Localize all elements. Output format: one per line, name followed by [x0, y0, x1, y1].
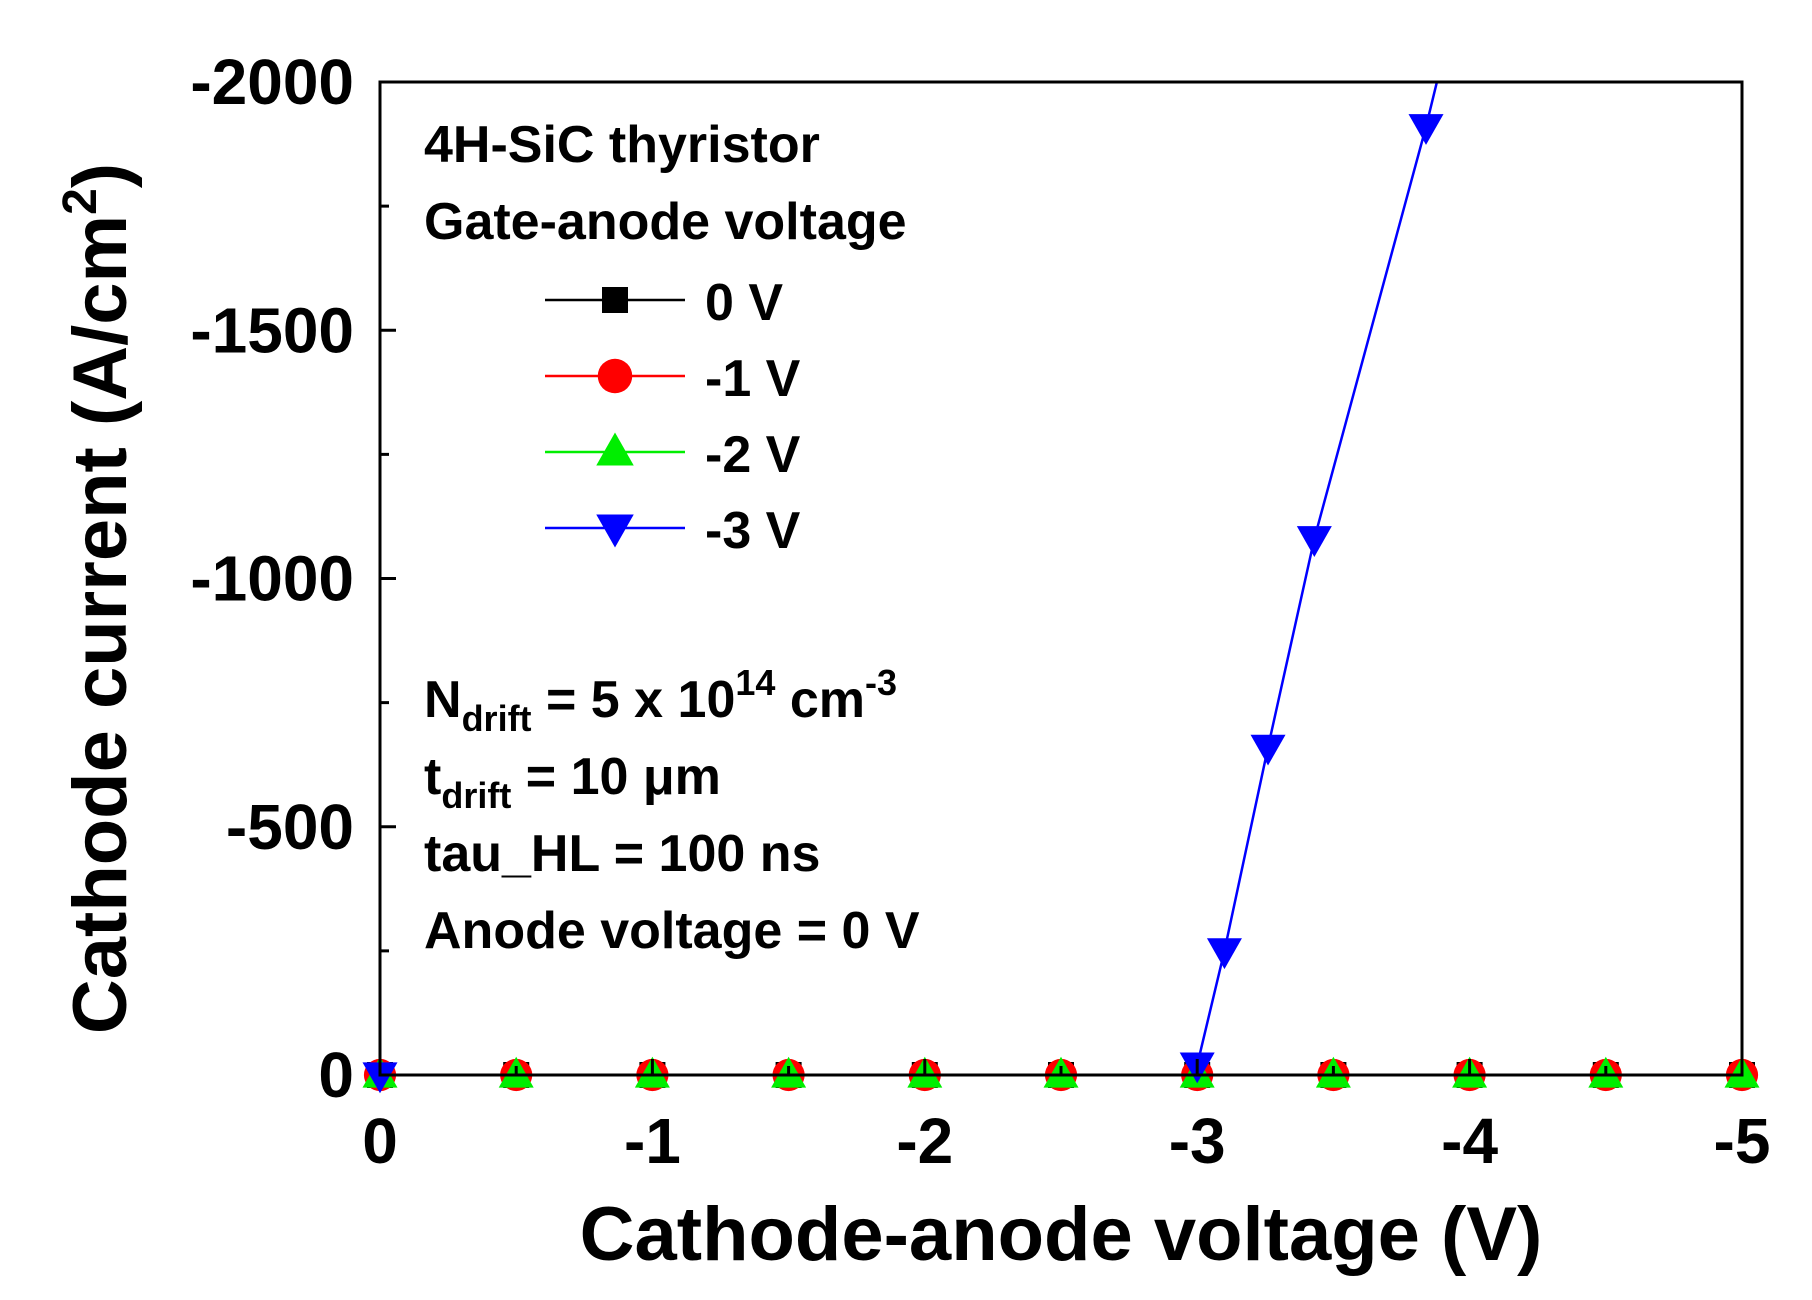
- y-tick-label: -2000: [190, 46, 354, 118]
- y-tick-label: 0: [318, 1039, 354, 1111]
- axes: 0 -1 -2 -3 -4 -5 0 -500 -1000 -1500 -2000 Cathode-a…: [54, 46, 1770, 1277]
- legend-marker: [596, 514, 634, 548]
- data-point-3-0: [362, 1062, 398, 1094]
- annotation-line: Anode voltage = 0 V: [424, 902, 920, 960]
- y-axis-title: Cathode current (A/cm2): [54, 163, 143, 1034]
- data-point-3-3: [1206, 938, 1242, 970]
- y-tick-label: -1500: [190, 294, 354, 366]
- legend-header-line: Gate-anode voltage: [424, 193, 907, 251]
- x-tick-label: -5: [1714, 1105, 1771, 1177]
- legend-marker: [596, 432, 634, 466]
- legend-label: -1 V: [705, 350, 801, 408]
- y-tick-label: -1000: [190, 543, 354, 615]
- annotation-line: tdrift = 10 μm: [424, 748, 721, 816]
- x-tick-label: -3: [1169, 1105, 1226, 1177]
- legend: 4H-SiC thyristor Gate-anode voltage 0 V -1 …: [424, 116, 907, 560]
- x-tick-label: 0: [362, 1105, 398, 1177]
- annotation-line: Ndrift = 5 x 1014 cm-3: [424, 662, 897, 739]
- data-point-3-6: [1408, 114, 1444, 145]
- legend-marker: [602, 287, 628, 313]
- legend-label: -2 V: [705, 426, 801, 484]
- legend-marker: [597, 358, 633, 394]
- data-point-3-5: [1296, 526, 1332, 557]
- x-tick-label: -2: [896, 1105, 953, 1177]
- x-tick-label: -1: [624, 1105, 681, 1177]
- x-tick-label: -4: [1441, 1105, 1498, 1177]
- x-axis-title: Cathode-anode voltage (V): [580, 1192, 1543, 1277]
- legend-label: 0 V: [705, 274, 783, 332]
- legend-header-line: 4H-SiC thyristor: [424, 116, 820, 174]
- annotation-line: tau_HL = 100 ns: [424, 825, 820, 883]
- legend-label: -3 V: [705, 502, 801, 560]
- data-point-3-4: [1250, 734, 1286, 766]
- annotation: Ndrift = 5 x 1014 cm-3 tdrift = 10 μm tau_…: [424, 662, 920, 960]
- y-tick-label: -500: [226, 791, 354, 863]
